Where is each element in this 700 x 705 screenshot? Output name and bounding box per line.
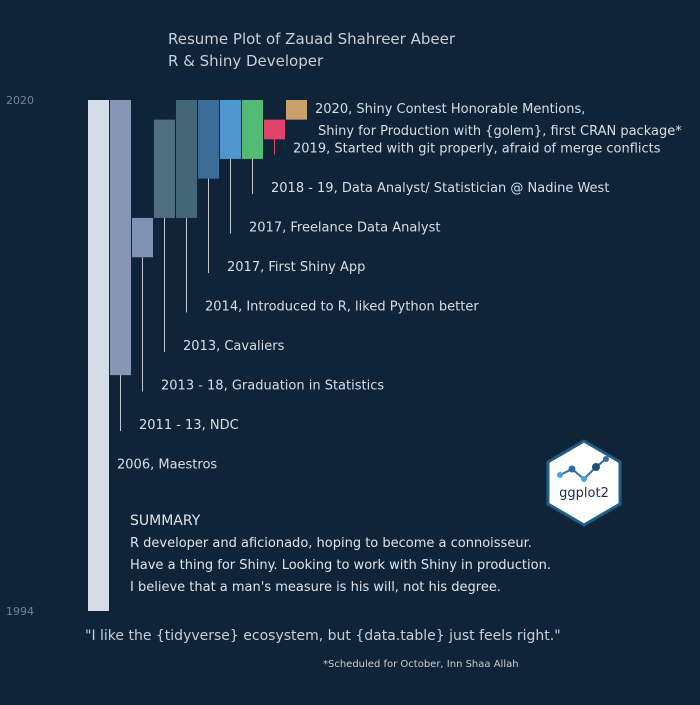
- logo-dot-4: [592, 463, 600, 471]
- timeline-label-9: 2019, Started with git properly, afraid …: [293, 142, 661, 157]
- timeline-bars: [88, 100, 307, 611]
- timeline-bar-3: [132, 217, 153, 258]
- timeline-label-4: 2013, Cavaliers: [183, 339, 285, 354]
- timeline-labels: 2006, Maestros 2011 - 13, NDC 2013 - 18, G…: [117, 102, 682, 473]
- timeline-bar-8: [242, 100, 263, 159]
- timeline-label-10: 2020, Shiny Contest Honorable Mentions, S…: [315, 102, 682, 139]
- timeline-bar-2: [110, 100, 131, 376]
- summary-line-1: R developer and aficionado, hoping to be…: [130, 536, 532, 551]
- ggplot2-logo: ggplot2: [546, 439, 622, 527]
- logo-dot-5: [603, 456, 609, 462]
- timeline-bar-6: [198, 100, 219, 179]
- timeline-label-3: 2013 - 18, Graduation in Statistics: [161, 379, 384, 394]
- timeline-label-8: 2018 - 19, Data Analyst/ Statistician @ …: [271, 181, 609, 196]
- logo-hexagon: [546, 439, 622, 527]
- logo-text: ggplot2: [559, 486, 609, 501]
- footnote-text: *Scheduled for October, Inn Shaa Allah: [323, 659, 519, 670]
- timeline-bar-5: [176, 100, 197, 218]
- chart-title-line-1: Resume Plot of Zauad Shahreer Abeer: [168, 30, 456, 48]
- summary-line-3: I believe that a man's measure is his wi…: [130, 580, 501, 595]
- timeline-label-7: 2017, Freelance Data Analyst: [249, 221, 440, 236]
- timeline-label-1: 2006, Maestros: [117, 458, 217, 473]
- timeline-bar-7: [220, 100, 241, 159]
- timeline-bar-10: [286, 100, 307, 120]
- logo-dot-3: [581, 476, 587, 482]
- y-tick-label-bottom: 1994: [6, 605, 34, 618]
- timeline-label-5: 2014, Introduced to R, liked Python bett…: [205, 300, 479, 315]
- logo-dot-2: [568, 465, 576, 473]
- logo-dot-1: [557, 472, 563, 478]
- timeline-bar-9: [264, 119, 285, 140]
- timeline-label-2: 2011 - 13, NDC: [139, 418, 239, 433]
- summary-line-2: Have a thing for Shiny. Looking to work …: [130, 558, 551, 573]
- connector-segments: [120, 139, 275, 431]
- timeline-bar-1: [88, 100, 109, 611]
- timeline-bar-4: [154, 119, 175, 218]
- y-tick-label-top: 2020: [6, 94, 34, 107]
- summary-heading: SUMMARY: [130, 513, 201, 529]
- chart-title-line-2: R & Shiny Developer: [168, 52, 324, 70]
- timeline-label-6: 2017, First Shiny App: [227, 260, 365, 275]
- quote-text: "I like the {tidyverse} ecosystem, but {…: [85, 628, 561, 644]
